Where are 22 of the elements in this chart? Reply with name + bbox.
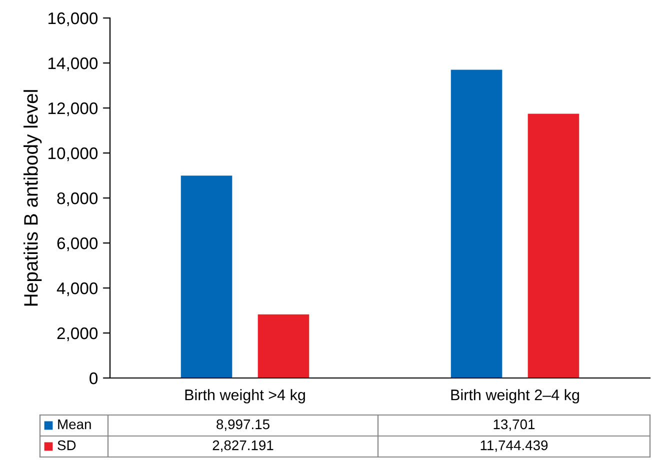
x-tick-label: Birth weight >4 kg [185,389,305,404]
y-tick-label: 4,000 [56,282,98,296]
y-tick-label: 14,000 [48,57,98,72]
y-tick-label: 2,000 [57,327,98,342]
y-tick-label: 0 [90,372,98,384]
data-label: 11,744.439 [480,440,548,452]
y-axis-title: Hepatitis B antibody level [24,90,42,306]
legend-label: SD [58,440,76,450]
bar [258,314,310,378]
y-tick-label: 8,000 [57,192,98,206]
data-label: 2,827.191 [212,440,274,452]
legend-label: Mean [58,420,91,430]
data-label: 8,997.15 [216,419,270,431]
bar [180,176,232,378]
y-tick-label: 10,000 [48,147,98,162]
y-tick-label: 16,000 [48,12,98,26]
y-tick-label: 12,000 [48,102,98,116]
bar [528,114,580,378]
data-label: 13,701 [494,419,535,431]
y-tick-label: 6,000 [57,237,98,252]
bar [450,70,502,378]
x-tick-label: Birth weight 2–4 kg [451,389,579,404]
